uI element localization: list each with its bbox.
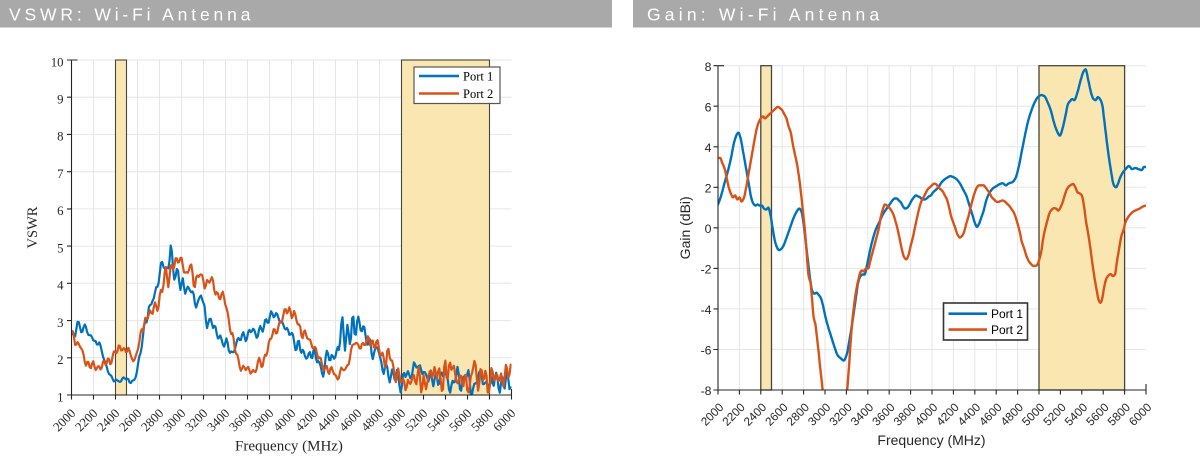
svg-text:2: 2 [57, 353, 63, 367]
svg-text:10: 10 [51, 55, 64, 69]
svg-text:-4: -4 [701, 303, 712, 317]
svg-text:-6: -6 [701, 344, 712, 358]
svg-text:6: 6 [705, 100, 712, 114]
svg-text:Gain: Wi-Fi Antenna: Gain: Wi-Fi Antenna [647, 5, 883, 25]
svg-text:Port 2: Port 2 [991, 323, 1023, 337]
svg-text:7: 7 [57, 167, 64, 181]
svg-text:4: 4 [705, 141, 712, 155]
svg-text:Frequency (MHz): Frequency (MHz) [877, 432, 985, 448]
svg-text:9: 9 [57, 93, 63, 107]
svg-text:6: 6 [57, 204, 64, 218]
svg-text:8: 8 [57, 130, 63, 144]
svg-text:Port 1: Port 1 [463, 70, 493, 84]
svg-text:-8: -8 [701, 384, 712, 398]
svg-text:Gain (dBi): Gain (dBi) [677, 196, 693, 259]
svg-text:0: 0 [705, 222, 712, 236]
svg-text:3: 3 [57, 316, 63, 330]
svg-text:4: 4 [57, 279, 64, 293]
svg-text:1: 1 [57, 390, 63, 404]
svg-text:5: 5 [57, 241, 63, 255]
svg-text:Port 1: Port 1 [991, 307, 1023, 321]
svg-text:-2: -2 [701, 263, 712, 277]
svg-text:Frequency (MHz): Frequency (MHz) [235, 439, 343, 455]
svg-text:8: 8 [705, 60, 712, 74]
svg-text:Port 2: Port 2 [463, 87, 493, 101]
svg-text:VSWR: Wi-Fi Antenna: VSWR: Wi-Fi Antenna [9, 5, 254, 25]
svg-text:VSWR: VSWR [25, 206, 41, 248]
svg-text:2: 2 [705, 182, 712, 196]
